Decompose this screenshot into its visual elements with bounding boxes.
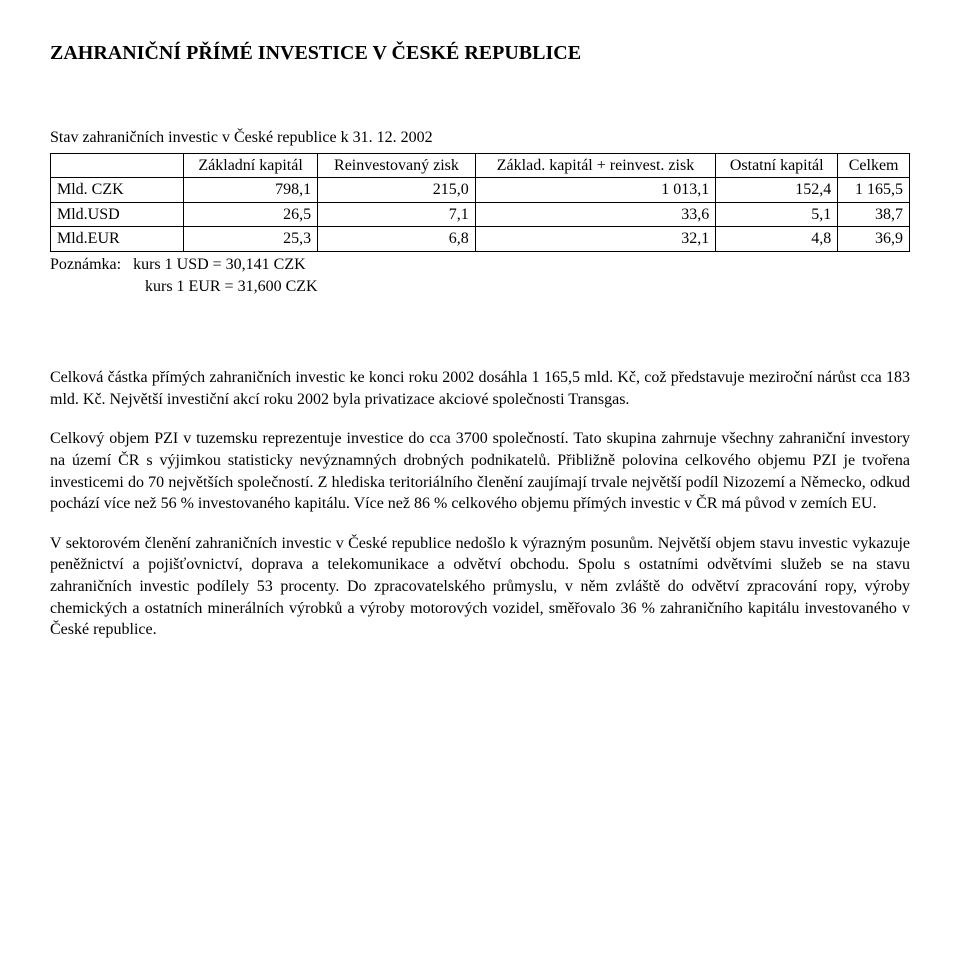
cell: 152,4 xyxy=(716,178,838,203)
cell: 1 013,1 xyxy=(475,178,715,203)
cell: 1 165,5 xyxy=(838,178,910,203)
table-row: Mld. CZK 798,1 215,0 1 013,1 152,4 1 165… xyxy=(51,178,910,203)
paragraph-1: Celková částka přímých zahraničních inve… xyxy=(50,367,910,410)
paragraph-3: V sektorovém členění zahraničních invest… xyxy=(50,533,910,641)
cell: 4,8 xyxy=(716,227,838,252)
row-label: Mld.USD xyxy=(51,202,184,227)
cell: 215,0 xyxy=(318,178,476,203)
page-title: ZAHRANIČNÍ PŘÍMÉ INVESTICE V ČESKÉ REPUB… xyxy=(50,40,910,67)
cell: 38,7 xyxy=(838,202,910,227)
cell: 25,3 xyxy=(184,227,318,252)
table-header-row: Základní kapitál Reinvestovaný zisk Zákl… xyxy=(51,153,910,178)
cell: 6,8 xyxy=(318,227,476,252)
cell: 7,1 xyxy=(318,202,476,227)
col-header-3: Základ. kapitál + reinvest. zisk xyxy=(475,153,715,178)
table-subtitle: Stav zahraničních investic v České repub… xyxy=(50,127,910,149)
table-row: Mld.EUR 25,3 6,8 32,1 4,8 36,9 xyxy=(51,227,910,252)
table-note: Poznámka: kurs 1 USD = 30,141 CZK kurs 1… xyxy=(50,254,910,297)
investments-table: Základní kapitál Reinvestovaný zisk Zákl… xyxy=(50,153,910,252)
row-label: Mld. CZK xyxy=(51,178,184,203)
cell: 26,5 xyxy=(184,202,318,227)
cell: 32,1 xyxy=(475,227,715,252)
table-row: Mld.USD 26,5 7,1 33,6 5,1 38,7 xyxy=(51,202,910,227)
col-header-blank xyxy=(51,153,184,178)
row-label: Mld.EUR xyxy=(51,227,184,252)
note-line-1: kurs 1 USD = 30,141 CZK xyxy=(133,256,306,273)
cell: 33,6 xyxy=(475,202,715,227)
cell: 36,9 xyxy=(838,227,910,252)
cell: 5,1 xyxy=(716,202,838,227)
col-header-2: Reinvestovaný zisk xyxy=(318,153,476,178)
col-header-4: Ostatní kapitál xyxy=(716,153,838,178)
col-header-1: Základní kapitál xyxy=(184,153,318,178)
col-header-5: Celkem xyxy=(838,153,910,178)
cell: 798,1 xyxy=(184,178,318,203)
note-label: Poznámka: xyxy=(50,256,121,273)
paragraph-2: Celkový objem PZI v tuzemsku reprezentuj… xyxy=(50,428,910,514)
note-line-2: kurs 1 EUR = 31,600 CZK xyxy=(50,276,910,298)
